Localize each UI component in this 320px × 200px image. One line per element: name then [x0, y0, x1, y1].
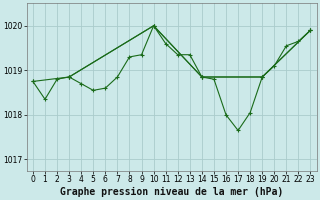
X-axis label: Graphe pression niveau de la mer (hPa): Graphe pression niveau de la mer (hPa)	[60, 186, 283, 197]
